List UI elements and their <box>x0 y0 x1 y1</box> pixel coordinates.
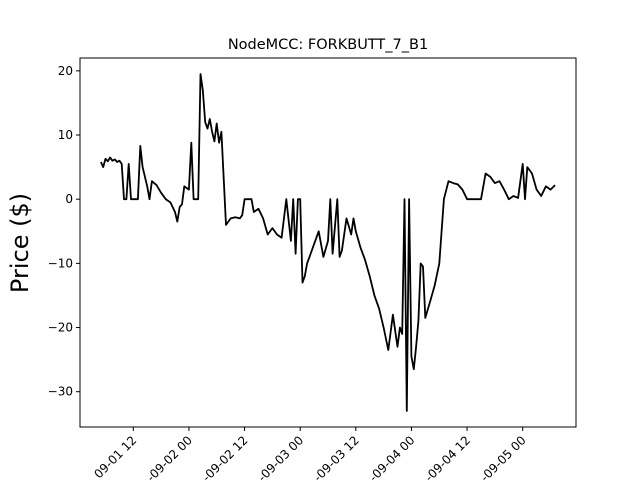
plot-frame <box>79 57 577 428</box>
x-tick-label: -09-03 12 <box>311 433 362 480</box>
x-tick-label: -09-04 00 <box>366 433 417 480</box>
y-axis-label: Price ($) <box>6 193 34 293</box>
y-tick-label: −20 <box>48 321 73 335</box>
y-tick-label: 10 <box>58 128 73 142</box>
x-tick-label: 09-01 12 <box>91 433 139 480</box>
x-tick-label: -09-05 00 <box>478 433 529 480</box>
chart-title: NodeMCC: FORKBUTT_7_B1 <box>228 37 428 53</box>
x-tick-label: -09-04 12 <box>422 433 473 480</box>
y-axis-ticks: 20 10 0 −10 −20 −30 <box>48 64 80 399</box>
y-tick-label: −30 <box>48 385 73 399</box>
y-tick-label: 20 <box>58 64 73 78</box>
y-tick-label: −10 <box>48 256 73 270</box>
x-tick-label: -09-02 00 <box>144 433 195 480</box>
series-line <box>100 73 556 412</box>
y-tick-label: 0 <box>65 192 73 206</box>
x-axis-ticks: 09-01 12 -09-02 00 -09-02 12 -09-03 00 -09-0… <box>91 427 529 480</box>
x-tick-label: -09-02 12 <box>200 433 251 480</box>
x-tick-label: -09-03 00 <box>255 433 306 480</box>
